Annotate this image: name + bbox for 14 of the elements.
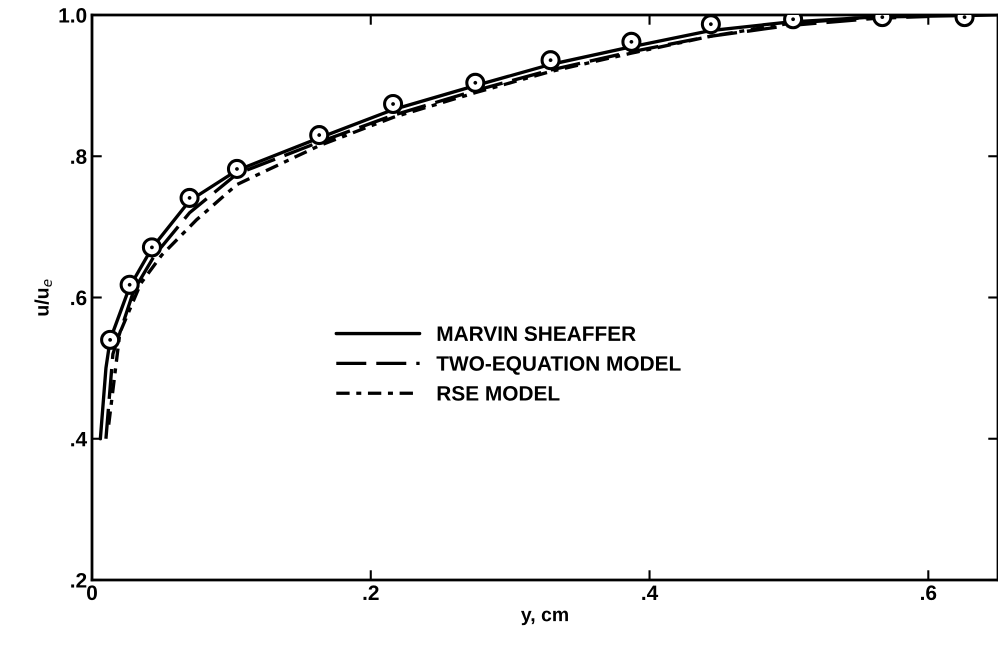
legend-label: RSE MODEL bbox=[438, 386, 560, 401]
x-axis-title: y, cm bbox=[521, 610, 568, 626]
y-tick-label: .6 bbox=[71, 290, 86, 306]
x-tick-label: .4 bbox=[642, 586, 658, 600]
legend-label: MARVIN SHEAFFER bbox=[438, 326, 636, 342]
y-tick-label: .8 bbox=[71, 149, 86, 164]
x-tick-label: .6 bbox=[921, 585, 936, 600]
y-axis-title: u/u$_{e}$ bbox=[34, 280, 52, 316]
x-tick-label: 0 bbox=[87, 585, 97, 600]
x-tick-label: .2 bbox=[363, 585, 379, 600]
y-tick-label: 1.0 bbox=[59, 8, 86, 23]
y-tick-label: .2 bbox=[71, 573, 86, 588]
legend-label: TWO-EQUATION MODEL bbox=[436, 356, 681, 375]
y-tick-label: .4 bbox=[71, 432, 88, 446]
